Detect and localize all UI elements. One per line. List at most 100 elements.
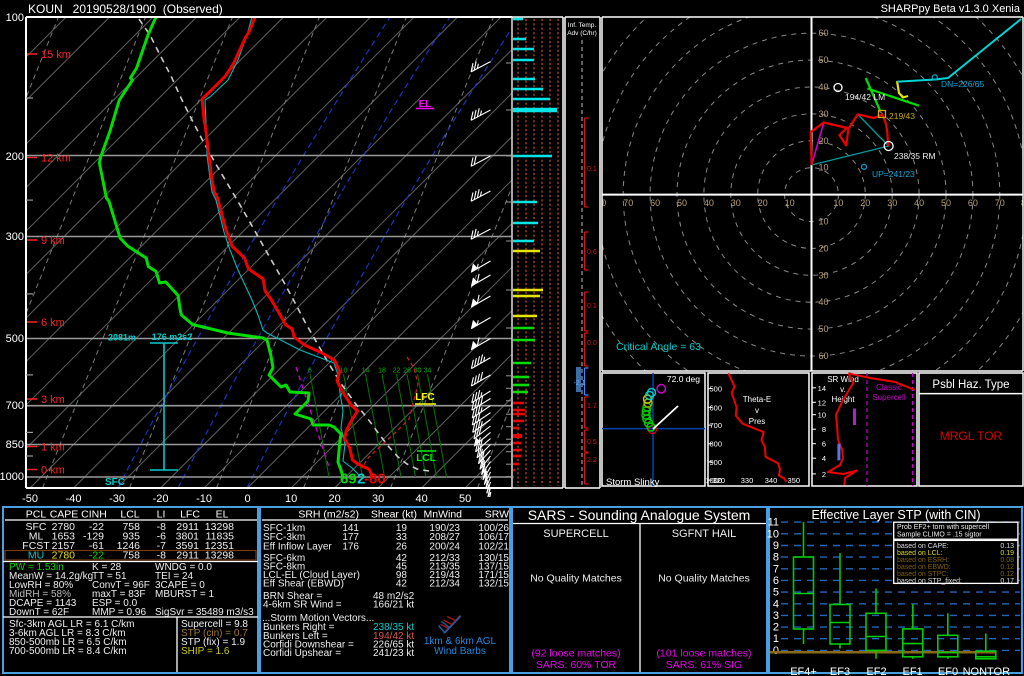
svg-text:40: 40: [415, 493, 427, 505]
svg-text:-30: -30: [109, 493, 125, 505]
svg-text:6: 6: [773, 575, 779, 587]
svg-text:10: 10: [285, 493, 297, 505]
svg-text:DN=226/65: DN=226/65: [941, 79, 985, 89]
svg-text:FCST: FCST: [22, 540, 50, 552]
svg-text:40: 40: [819, 82, 829, 92]
svg-text:50: 50: [819, 55, 829, 65]
svg-text:330: 330: [741, 476, 754, 485]
svg-text:Critical Angle = 63: Critical Angle = 63: [616, 341, 701, 353]
svg-text:30: 30: [372, 493, 384, 505]
svg-text:500: 500: [6, 333, 24, 345]
svg-text:60: 60: [819, 28, 829, 38]
svg-text:50: 50: [941, 198, 951, 208]
svg-text:80: 80: [1021, 198, 1024, 208]
svg-text:Eff Inflow Layer: Eff Inflow Layer: [263, 541, 332, 552]
svg-text:0.08: 0.08: [1000, 557, 1014, 564]
svg-text:6: 6: [822, 440, 826, 449]
svg-text:MidRH = 58%: MidRH = 58%: [9, 589, 71, 600]
svg-text:226/65 kt: 226/65 kt: [373, 639, 414, 650]
svg-text:3CAPE = 0: 3CAPE = 0: [155, 580, 205, 591]
svg-text:70: 70: [623, 198, 633, 208]
svg-text:maxT = 83F: maxT = 83F: [92, 589, 145, 600]
svg-text:4: 4: [773, 598, 779, 610]
svg-text:200/24: 200/24: [429, 541, 460, 552]
svg-text:34: 34: [424, 368, 432, 375]
svg-text:EL: EL: [216, 509, 229, 521]
svg-text:3 km: 3 km: [41, 394, 65, 406]
svg-text:-10: -10: [196, 493, 212, 505]
svg-text:177: 177: [342, 532, 359, 543]
svg-text:19: 19: [396, 523, 408, 534]
svg-text:3801: 3801: [176, 531, 200, 543]
svg-text:50: 50: [677, 198, 687, 208]
svg-text:SFC-6km: SFC-6km: [263, 553, 305, 564]
svg-text:80: 80: [369, 471, 386, 488]
svg-text:2: 2: [773, 622, 779, 634]
svg-text:6 km: 6 km: [41, 317, 65, 329]
svg-text:935: 935: [122, 531, 140, 543]
svg-text:0: 0: [773, 645, 779, 657]
svg-text:0.0: 0.0: [587, 340, 597, 347]
svg-text:1246: 1246: [117, 540, 141, 552]
svg-text:30: 30: [819, 109, 829, 119]
svg-text:40: 40: [819, 297, 829, 307]
svg-text:26: 26: [403, 368, 411, 375]
svg-text:EF4+: EF4+: [790, 666, 817, 676]
svg-text:based on ESRH:: based on ESRH:: [897, 557, 949, 564]
svg-text:EF3: EF3: [830, 666, 850, 676]
svg-text:0.12: 0.12: [1000, 571, 1014, 578]
svg-text:SGFNT HAIL: SGFNT HAIL: [672, 528, 737, 540]
svg-text:102/21: 102/21: [478, 541, 509, 552]
svg-text:194/42 kt: 194/42 kt: [373, 631, 414, 642]
svg-text:800: 800: [709, 440, 722, 449]
svg-text:No Quality Matches: No Quality Matches: [658, 573, 750, 585]
svg-text:LCL: LCL: [416, 453, 435, 464]
svg-text:30: 30: [414, 368, 422, 375]
svg-text:20: 20: [758, 198, 768, 208]
svg-text:based on LCL:: based on LCL:: [897, 550, 943, 557]
svg-text:Theta-E: Theta-E: [743, 395, 771, 404]
svg-text:213/35: 213/35: [429, 562, 460, 573]
svg-text:241/23 kt: 241/23 kt: [373, 648, 414, 659]
svg-text:700: 700: [709, 421, 722, 430]
svg-text:SHIP = 1.6: SHIP = 1.6: [181, 646, 230, 657]
svg-text:2: 2: [357, 471, 365, 488]
svg-text:LI: LI: [157, 509, 166, 521]
svg-text:72.0 deg: 72.0 deg: [667, 374, 700, 384]
svg-text:based on CAPE:: based on CAPE:: [897, 543, 949, 550]
svg-text:-22: -22: [89, 550, 104, 562]
svg-text:11835: 11835: [206, 531, 235, 543]
svg-text:20: 20: [328, 493, 340, 505]
svg-text:Corfidi Upshear =: Corfidi Upshear =: [263, 648, 341, 659]
svg-text:12351: 12351: [205, 540, 234, 552]
svg-text:Pres: Pres: [749, 417, 765, 426]
svg-text:STP (cin) = 0.7: STP (cin) = 0.7: [181, 628, 248, 639]
svg-text:3-6km AGL LR = 8.3 C/km: 3-6km AGL LR = 8.3 C/km: [9, 628, 126, 639]
svg-text:UP=241/23: UP=241/23: [872, 169, 915, 179]
svg-text:2157: 2157: [52, 540, 76, 552]
svg-text:ML: ML: [29, 531, 44, 543]
svg-text:132/15: 132/15: [478, 579, 509, 590]
svg-text:LowRH = 80%: LowRH = 80%: [9, 580, 73, 591]
svg-text:50: 50: [819, 324, 829, 334]
svg-text:130/15: 130/15: [478, 553, 509, 564]
svg-text:EF1: EF1: [903, 666, 923, 676]
svg-text:-: -: [364, 471, 369, 488]
svg-text:4-6km SR Wind =: 4-6km SR Wind =: [263, 600, 342, 611]
svg-text:238/35 kt: 238/35 kt: [373, 622, 414, 633]
svg-text:Supercell: Supercell: [872, 393, 906, 402]
svg-text:10: 10: [818, 411, 826, 420]
svg-text:0 km: 0 km: [41, 465, 65, 477]
svg-text:STP (fix) = 1.9: STP (fix) = 1.9: [181, 637, 245, 648]
svg-text:EF0: EF0: [938, 666, 958, 676]
svg-text:600: 600: [709, 403, 722, 412]
svg-text:SFC-3km: SFC-3km: [263, 532, 305, 543]
svg-text:42: 42: [396, 553, 408, 564]
svg-text:-8: -8: [157, 550, 166, 562]
svg-text:20: 20: [819, 243, 829, 253]
svg-text:60: 60: [650, 198, 660, 208]
svg-text:Corfidi Downshear =: Corfidi Downshear =: [263, 639, 354, 650]
svg-text:(92 loose matches): (92 loose matches): [531, 647, 620, 659]
svg-text:NONTOR: NONTOR: [963, 666, 1011, 676]
svg-text:700-500mb LR = 8.4 C/km: 700-500mb LR = 8.4 C/km: [9, 646, 127, 657]
